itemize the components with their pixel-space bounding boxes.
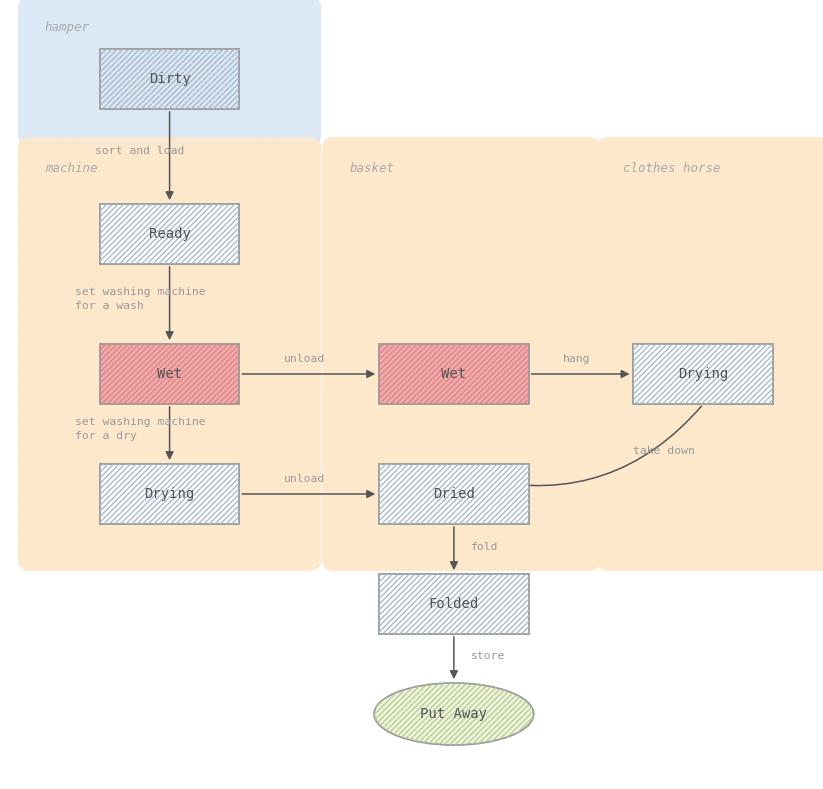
Text: hang: hang	[563, 354, 590, 364]
Text: basket: basket	[349, 162, 394, 175]
Text: store: store	[471, 651, 505, 661]
FancyBboxPatch shape	[634, 344, 773, 404]
FancyBboxPatch shape	[323, 137, 601, 571]
FancyBboxPatch shape	[100, 204, 239, 264]
FancyBboxPatch shape	[100, 49, 239, 109]
Text: machine: machine	[45, 162, 97, 175]
Text: unload: unload	[284, 474, 325, 484]
FancyBboxPatch shape	[18, 137, 321, 571]
FancyBboxPatch shape	[100, 344, 239, 404]
Text: Drying: Drying	[678, 367, 728, 381]
Text: sort and load: sort and load	[95, 146, 184, 156]
FancyBboxPatch shape	[379, 344, 528, 404]
Text: set washing machine
for a wash: set washing machine for a wash	[75, 287, 206, 311]
Ellipse shape	[374, 683, 533, 745]
Text: Ready: Ready	[149, 227, 191, 241]
Text: Wet: Wet	[441, 367, 467, 381]
Text: take down: take down	[634, 446, 695, 456]
Text: fold: fold	[471, 542, 499, 552]
Text: Put Away: Put Away	[421, 707, 487, 721]
FancyBboxPatch shape	[379, 464, 528, 524]
Text: clothes horse: clothes horse	[624, 162, 721, 175]
Text: hamper: hamper	[45, 21, 90, 34]
Text: Drying: Drying	[145, 487, 195, 501]
FancyBboxPatch shape	[597, 137, 823, 571]
FancyBboxPatch shape	[18, 0, 321, 146]
FancyBboxPatch shape	[100, 464, 239, 524]
Text: unload: unload	[284, 354, 325, 364]
Text: Dried: Dried	[433, 487, 475, 501]
FancyBboxPatch shape	[379, 574, 528, 634]
Text: Folded: Folded	[429, 597, 479, 611]
Text: Wet: Wet	[157, 367, 182, 381]
Text: Dirty: Dirty	[149, 72, 191, 86]
Text: set washing machine
for a dry: set washing machine for a dry	[75, 417, 206, 440]
